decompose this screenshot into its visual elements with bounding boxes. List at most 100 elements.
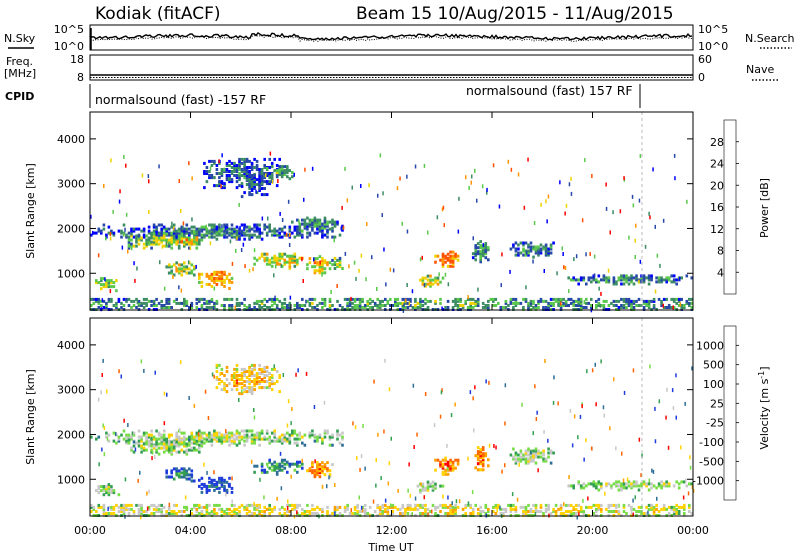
- velocity-cell: [485, 379, 487, 384]
- velocity-cell: [162, 446, 166, 450]
- velocity-cell: [296, 464, 299, 468]
- velocity-cell: [314, 459, 316, 464]
- power-cell: [336, 265, 339, 268]
- velocity-cell: [215, 480, 219, 484]
- velocity-cell: [672, 406, 675, 411]
- velocity-cell: [102, 512, 106, 515]
- velocity-cell: [318, 507, 322, 511]
- power-cell: [311, 306, 314, 309]
- velocity-cell: [366, 512, 369, 515]
- power-cell: [180, 301, 184, 305]
- velocity-cell: [293, 429, 297, 433]
- velocity-cell: [582, 482, 586, 486]
- velocity-cell: [213, 482, 216, 486]
- velocity-cell: [688, 505, 691, 509]
- power-cell: [273, 233, 276, 237]
- velocity-cell: [687, 491, 690, 496]
- velocity-cell: [223, 510, 226, 513]
- power-cell: [225, 227, 229, 231]
- velocity-cell: [286, 510, 289, 513]
- power-cell: [110, 299, 113, 303]
- velocity-cell: [426, 488, 430, 492]
- power-cell: [270, 260, 274, 264]
- power-cell: [368, 183, 370, 188]
- velocity-cell: [519, 457, 523, 461]
- velocity-cell: [346, 507, 349, 511]
- velocity-cell: [219, 372, 221, 377]
- velocity-cell: [218, 431, 221, 435]
- power-cell: [180, 236, 184, 240]
- power-cell: [645, 304, 648, 307]
- power-cell: [238, 168, 241, 171]
- velocity-cell: [479, 448, 482, 452]
- power-cell: [670, 274, 673, 278]
- velocity-cell: [165, 512, 168, 515]
- noise-panel: N.Sky 10^5 10^0 10^5 10^0 N.Search: [4, 23, 795, 53]
- power-cell: [183, 299, 186, 303]
- velocity-cell: [218, 490, 221, 494]
- power-cell: [323, 220, 327, 224]
- velocity-cell: [313, 439, 317, 443]
- power-cell: [245, 178, 249, 182]
- power-cell: [100, 283, 103, 287]
- velocity-cell: [230, 510, 234, 513]
- power-cell: [406, 297, 410, 301]
- power-cell: [248, 170, 251, 173]
- power-cell: [175, 229, 178, 233]
- velocity-cell: [220, 478, 224, 482]
- velocity-cell: [620, 484, 623, 488]
- power-cell: [97, 299, 101, 303]
- power-cell: [484, 248, 488, 252]
- velocity-cell: [134, 447, 137, 452]
- velocity-cell: [479, 460, 482, 464]
- power-cell: [136, 300, 139, 305]
- velocity-cell: [537, 455, 540, 459]
- velocity-cell: [469, 503, 472, 507]
- power-cell: [559, 306, 563, 309]
- power-cell: [527, 243, 530, 247]
- power-cell: [218, 225, 221, 229]
- velocity-cell: [245, 380, 249, 383]
- power-cell: [540, 202, 542, 207]
- power-cell: [230, 276, 234, 280]
- velocity-cell: [248, 390, 251, 394]
- power-cell: [203, 233, 206, 237]
- velocity-cell: [155, 507, 158, 511]
- velocity-cell: [268, 382, 271, 386]
- velocity-cell: [198, 505, 201, 509]
- power-cell: [296, 260, 299, 264]
- velocity-cell: [280, 460, 284, 464]
- velocity-cell: [278, 507, 281, 511]
- power-cell: [210, 306, 214, 309]
- power-cell: [218, 180, 221, 184]
- velocity-cell: [172, 440, 176, 444]
- power-cell: [175, 301, 178, 305]
- velocity-cell: [615, 503, 618, 507]
- velocity-cell: [441, 388, 443, 393]
- power-cell: [298, 304, 302, 307]
- power-cell: [492, 297, 495, 301]
- power-cell: [235, 297, 239, 301]
- power-cell: [419, 301, 422, 305]
- power-cell: [381, 304, 384, 307]
- velocity-cell: [215, 437, 219, 441]
- power-cell: [630, 304, 633, 307]
- velocity-cell: [127, 507, 131, 511]
- power-cell: [353, 299, 357, 303]
- power-cell: [474, 250, 477, 254]
- velocity-cell: [110, 512, 113, 515]
- power-cell: [178, 179, 180, 183]
- power-cell: [265, 180, 269, 184]
- velocity-cell: [386, 507, 390, 511]
- velocity-cell: [671, 388, 674, 393]
- velocity-cell: [170, 510, 173, 513]
- power-cell: [414, 304, 417, 307]
- power-cell: [549, 304, 553, 307]
- velocity-cell: [632, 512, 634, 517]
- power-cell: [353, 304, 357, 307]
- velocity-cell: [165, 471, 168, 475]
- power-cell: [185, 271, 189, 275]
- velocity-cell: [321, 439, 324, 443]
- velocity-cell: [495, 445, 497, 450]
- power-cell: [228, 280, 231, 284]
